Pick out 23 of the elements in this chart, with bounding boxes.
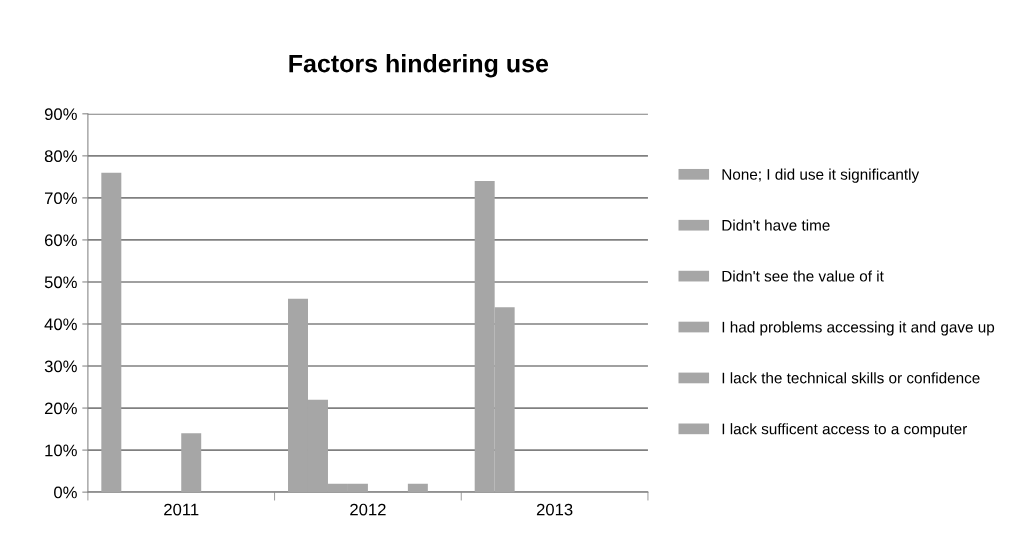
legend-label: I lack the technical skills or confidence <box>722 372 980 384</box>
y-tick-label: 40% <box>44 318 77 331</box>
legend-label: I lack sufficent access to a computer <box>722 423 968 438</box>
y-tick-label: 70% <box>44 192 77 205</box>
legend-label: I had problems accessing it and gave up <box>722 321 995 336</box>
y-tick-label: 20% <box>44 402 77 415</box>
y-tick-label: 30% <box>44 360 77 373</box>
y-tick-label: 90% <box>44 108 77 121</box>
legend-label: None; I did use it significantly <box>722 168 920 183</box>
y-tick-label: 0% <box>54 486 77 499</box>
bar <box>101 172 122 493</box>
x-tick-label: 2011 <box>164 503 199 516</box>
x-tick-label: 2012 <box>350 503 386 516</box>
legend-label: Didn't see the value of it <box>722 270 884 282</box>
x-tick-label: 2013 <box>536 503 573 516</box>
y-tick-label: 60% <box>44 234 77 247</box>
y-tick-label: 50% <box>44 276 77 289</box>
bar <box>181 433 202 493</box>
chart-title: Factors hindering use <box>289 54 549 78</box>
legend-label: Didn't have time <box>722 219 830 231</box>
y-tick-label: 10% <box>45 444 77 457</box>
y-tick-label: 80% <box>44 150 77 163</box>
bar <box>407 483 428 493</box>
